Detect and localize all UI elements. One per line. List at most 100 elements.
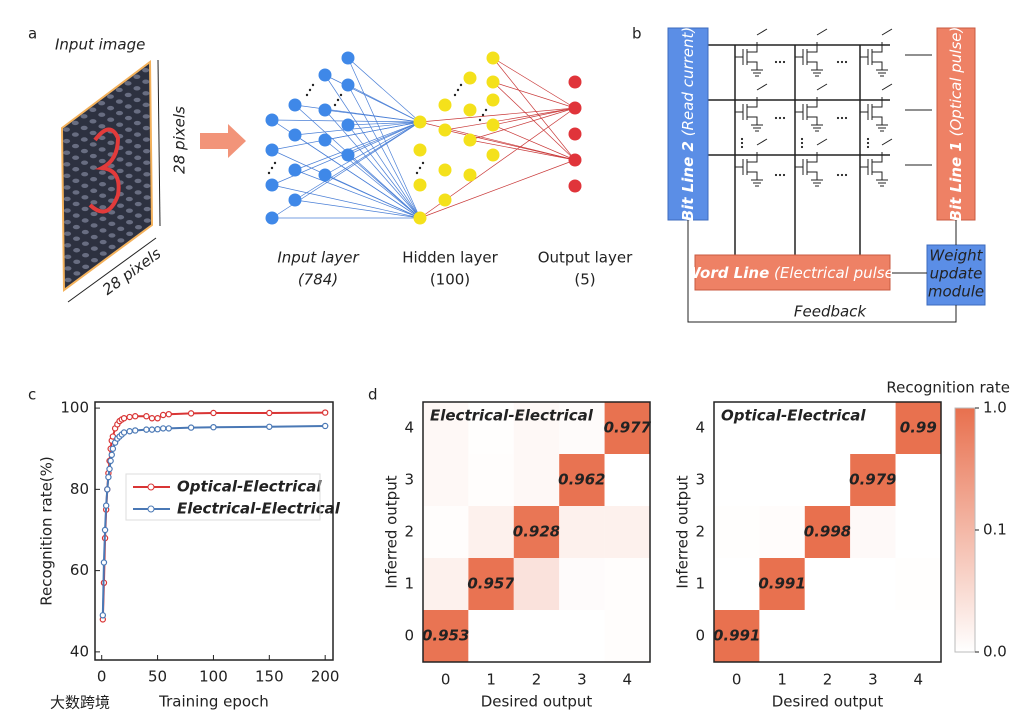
y-tick-label: 4	[404, 419, 414, 437]
heat-cell	[759, 610, 805, 662]
texture	[73, 248, 81, 253]
series-marker	[99, 612, 107, 619]
hidden-node	[463, 133, 477, 147]
edge	[347, 121, 421, 126]
ellipsis-dot	[840, 60, 844, 64]
edge	[419, 159, 576, 219]
texture	[63, 138, 71, 144]
heat-cell	[468, 610, 514, 662]
plot-frame	[422, 401, 651, 663]
y-tick-label: 4	[695, 419, 705, 437]
layer-name: Input layer	[277, 249, 359, 267]
ellipsis-dot	[836, 60, 840, 64]
heat-cell	[604, 558, 650, 610]
word-line: Word Line (Electrical pulse)	[684, 264, 899, 282]
texture	[126, 231, 134, 236]
x-axis-label: Training epoch	[158, 693, 269, 711]
cell-label: 0.953	[422, 627, 469, 645]
height-label: 28 pixels	[171, 106, 189, 174]
texture	[64, 254, 72, 260]
texture	[143, 160, 151, 165]
input-node	[265, 211, 279, 225]
series-marker	[132, 413, 139, 420]
series-marker	[101, 526, 109, 534]
texture	[73, 271, 81, 276]
texture	[143, 195, 151, 200]
edge	[324, 109, 421, 123]
heat-cell	[850, 558, 896, 610]
edge	[347, 121, 421, 156]
panel-label: a	[28, 25, 37, 43]
texture	[89, 142, 97, 147]
texture	[107, 186, 115, 192]
texture	[99, 205, 107, 210]
texture	[125, 127, 133, 132]
heat-cell	[513, 454, 560, 506]
texture	[72, 213, 80, 218]
texture	[107, 140, 115, 146]
hidden-node	[438, 163, 452, 177]
ellipsis-dot	[782, 173, 786, 177]
output-node	[568, 127, 582, 141]
heat-cell	[604, 506, 650, 558]
texture	[90, 188, 98, 193]
input-node	[265, 143, 279, 157]
texture	[143, 148, 151, 154]
texture	[134, 213, 142, 218]
ellipsis-dot	[866, 141, 870, 145]
weight-module: Weight	[929, 247, 983, 265]
layer-name: Hidden layer	[402, 249, 498, 267]
legend-marker	[147, 483, 155, 491]
output-node	[568, 179, 582, 193]
heat-cell	[604, 610, 650, 662]
texture	[98, 112, 106, 117]
series-marker	[148, 415, 156, 422]
texture	[106, 94, 114, 99]
label-note: (Electrical pulse)	[774, 264, 900, 282]
heat-cell	[850, 402, 896, 454]
series-marker	[165, 425, 172, 432]
input-node	[318, 103, 332, 117]
label-strong: Word Line	[684, 264, 769, 282]
texture	[71, 132, 79, 137]
input-node	[288, 193, 302, 207]
texture	[90, 211, 98, 217]
transistor	[860, 138, 893, 187]
texture	[72, 201, 80, 207]
heat-cell	[559, 610, 605, 662]
heatmap-title: Optical-Electrical	[721, 407, 866, 425]
texture	[80, 125, 88, 131]
series-marker	[321, 409, 329, 416]
texture	[108, 210, 116, 215]
input-node	[341, 78, 355, 92]
edge	[294, 134, 421, 219]
texture	[80, 137, 88, 142]
texture	[81, 241, 89, 246]
weight-module-box	[926, 244, 986, 306]
ellipsis-dot	[774, 116, 778, 120]
texture	[124, 104, 132, 109]
bit-line-1: Bit Line 1 (Optical pulse)	[947, 27, 965, 222]
x-tick-label: 1	[777, 671, 787, 689]
y-tick-label: 3	[695, 471, 705, 489]
legend-marker	[147, 505, 155, 513]
y-tick-label: 100	[60, 399, 89, 417]
texture	[64, 266, 72, 271]
transistor	[795, 83, 828, 132]
edge	[492, 81, 576, 161]
heat-cell	[559, 402, 605, 454]
edge	[492, 124, 576, 161]
ellipsis-dot	[840, 116, 844, 120]
texture	[89, 153, 97, 159]
hidden-node	[413, 211, 427, 225]
texture	[99, 216, 107, 222]
series-marker	[143, 426, 150, 433]
series-marker	[104, 486, 111, 493]
texture	[143, 172, 151, 177]
texture	[117, 238, 125, 243]
ellipsis-dot	[740, 137, 744, 141]
texture	[133, 74, 141, 79]
texture	[115, 99, 123, 104]
hidden-node	[463, 103, 477, 117]
edge	[294, 121, 421, 136]
